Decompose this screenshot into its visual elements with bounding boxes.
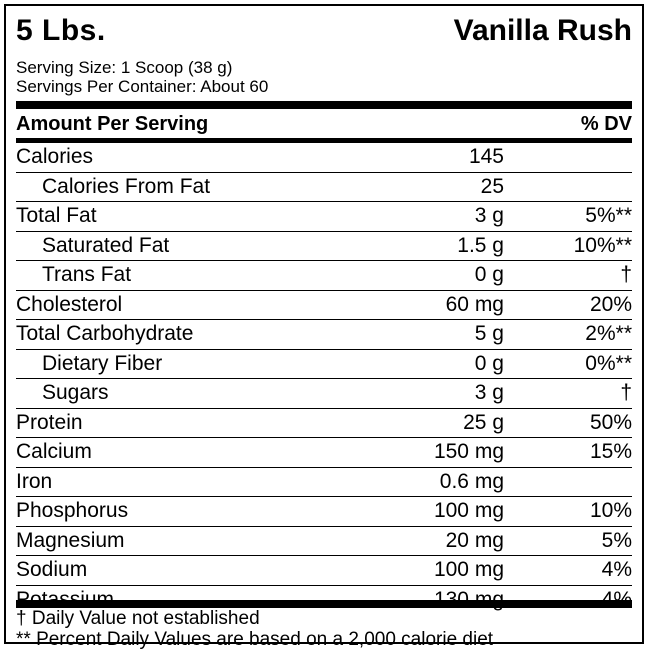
nutrient-name: Calories From Fat: [42, 174, 211, 198]
nutrient-amount: 145: [468, 145, 504, 168]
nutrient-amount: 0 g: [474, 263, 504, 286]
nutrient-amount: 100 mg: [433, 499, 504, 522]
nutrient-row: Magnesium 20 mg 5%: [16, 527, 632, 556]
nutrient-name: Saturated Fat: [42, 233, 170, 257]
product-size: 5 Lbs.: [16, 14, 106, 47]
footnote-dagger: † Daily Value not established: [16, 608, 260, 629]
nutrient-row: Iron 0.6 mg: [16, 468, 632, 497]
nutrient-daily-value: 50%: [589, 410, 632, 434]
label-header: 5 Lbs. Vanilla Rush: [16, 14, 632, 54]
nutrient-daily-value: 10%**: [573, 233, 632, 257]
nutrient-rows: Calories 145 Calories From Fat 25 Total Fat 3…: [16, 143, 632, 614]
nutrient-amount: 1.5 g: [457, 233, 504, 257]
nutrient-row: Phosphorus 100 mg 10%: [16, 497, 632, 527]
nutrient-daily-value: 5%: [601, 528, 632, 552]
nutrient-row: Sodium 100 mg 4%: [16, 556, 632, 586]
nutrient-daily-value: 5%**: [585, 204, 632, 227]
nutrient-amount: 3 g: [474, 381, 504, 404]
nutrient-name: Phosphorus: [16, 499, 129, 522]
nutrient-daily-value: 15%: [589, 440, 632, 463]
nutrient-daily-value: 2%**: [585, 322, 632, 345]
nutrient-name: Calcium: [16, 440, 92, 463]
nutrient-amount: 20 mg: [445, 528, 504, 552]
nutrient-amount: 0.6 mg: [439, 469, 504, 493]
nutrient-amount: 150 mg: [433, 440, 504, 463]
nutrient-name: Total Carbohydrate: [16, 322, 194, 345]
nutrient-name: Iron: [16, 469, 53, 493]
nutrient-row: Sugars 3 g †: [16, 379, 632, 409]
servings-per-container: Servings Per Container: About 60: [16, 77, 269, 96]
nutrient-row: Protein 25 g 50%: [16, 409, 632, 438]
amount-per-serving-header: Amount Per Serving: [16, 113, 209, 135]
nutrient-daily-value: 0%**: [585, 351, 632, 375]
nutrient-amount: 25 g: [463, 410, 504, 434]
divider-bottom: [16, 600, 632, 608]
nutrient-name: Trans Fat: [42, 263, 132, 286]
nutrient-name: Cholesterol: [16, 292, 123, 316]
nutrient-daily-value: 20%: [589, 292, 632, 316]
nutrient-row: Calories From Fat 25: [16, 173, 632, 202]
nutrient-name: Sodium: [16, 558, 88, 581]
nutrient-amount: 60 mg: [445, 292, 504, 316]
label-content: 5 Lbs. Vanilla Rush Serving Size: 1 Scoo…: [16, 6, 632, 650]
divider-header: [16, 138, 632, 143]
product-flavor: Vanilla Rush: [453, 14, 632, 47]
nutrition-facts-label: 5 Lbs. Vanilla Rush Serving Size: 1 Scoo…: [4, 4, 644, 650]
amount-header-row: Amount Per Serving % DV: [16, 110, 632, 138]
nutrient-daily-value: †: [620, 263, 632, 286]
nutrient-name: Protein: [16, 410, 83, 434]
nutrient-name: Calories: [16, 145, 94, 168]
nutrient-amount: 100 mg: [433, 558, 504, 581]
nutrient-row: Trans Fat 0 g †: [16, 261, 632, 291]
nutrient-name: Total Fat: [16, 204, 97, 227]
nutrient-row: Saturated Fat 1.5 g 10%**: [16, 232, 632, 261]
nutrient-row: Calories 145: [16, 143, 632, 173]
nutrient-daily-value: 10%: [589, 499, 632, 522]
nutrient-name: Magnesium: [16, 528, 125, 552]
nutrient-amount: 3 g: [474, 204, 504, 227]
nutrient-name: Dietary Fiber: [42, 351, 163, 375]
footnote-asterisk: ** Percent Daily Values are based on a 2…: [16, 629, 494, 650]
nutrient-amount: 0 g: [474, 351, 504, 375]
nutrient-daily-value: †: [620, 381, 632, 404]
nutrient-row: Dietary Fiber 0 g 0%**: [16, 350, 632, 379]
nutrient-row: Cholesterol 60 mg 20%: [16, 291, 632, 320]
nutrient-row: Total Fat 3 g 5%**: [16, 202, 632, 232]
serving-size: Serving Size: 1 Scoop (38 g): [16, 58, 233, 77]
nutrient-row: Calcium 150 mg 15%: [16, 438, 632, 468]
dv-header: % DV: [580, 113, 632, 135]
nutrient-amount: 5 g: [474, 322, 504, 345]
divider-top: [16, 101, 632, 109]
nutrient-name: Sugars: [42, 381, 109, 404]
nutrient-amount: 25: [480, 174, 504, 198]
nutrient-daily-value: 4%: [601, 558, 632, 581]
nutrient-row: Total Carbohydrate 5 g 2%**: [16, 320, 632, 350]
